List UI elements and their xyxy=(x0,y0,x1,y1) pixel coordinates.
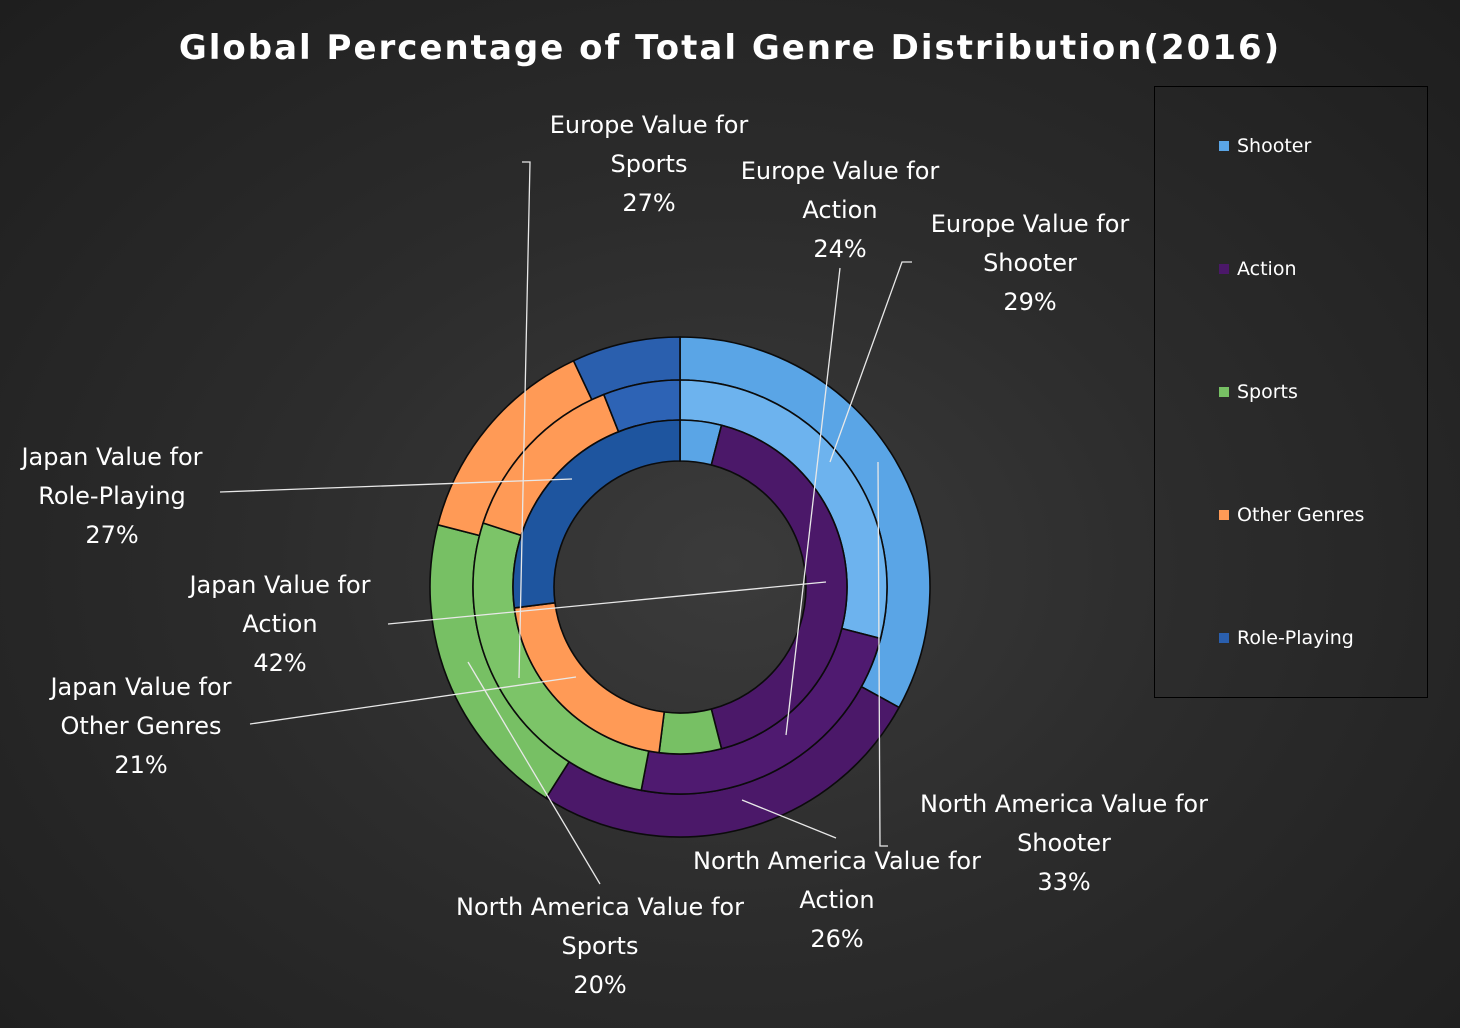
legend-item-shooter: Shooter xyxy=(1219,135,1311,157)
leader-europe-action xyxy=(785,267,841,736)
label-north-america-sports: North America Value for Sports 20% xyxy=(456,893,744,999)
leader-north-america-sports xyxy=(467,661,601,885)
label-japan-other-genres: Japan Value for Other Genres 21% xyxy=(50,673,232,779)
legend-item-action: Action xyxy=(1219,258,1297,280)
label-europe-shooter: Europe Value for Shooter 29% xyxy=(930,210,1130,316)
leader-north-america-action xyxy=(741,799,837,839)
leader-japan-action xyxy=(387,581,827,625)
rings-group xyxy=(429,336,931,838)
legend-label-action: Action xyxy=(1237,258,1297,280)
leader-europe-sports xyxy=(518,161,531,679)
legend-swatch-action xyxy=(1219,264,1229,274)
leader-lines xyxy=(219,161,912,885)
chart-title: Global Percentage of Total Genre Distrib… xyxy=(178,28,1282,68)
legend-label-shooter: Shooter xyxy=(1237,135,1312,157)
legend-swatch-sports xyxy=(1219,387,1229,397)
leader-north-america-shooter xyxy=(877,461,888,847)
legend-label-other-genres: Other Genres xyxy=(1237,504,1365,526)
leader-europe-shooter xyxy=(829,261,912,463)
legend-swatch-shooter xyxy=(1219,141,1229,151)
legend-swatch-role-playing xyxy=(1219,633,1229,643)
legend-label-sports: Sports xyxy=(1237,381,1298,403)
label-japan-role-playing: Japan Value for Role-Playing 27% xyxy=(21,443,203,549)
legend-item-other-genres: Other Genres xyxy=(1219,504,1364,526)
slice-japan-sports xyxy=(658,708,723,755)
leader-japan-role-playing xyxy=(219,478,573,493)
legend-item-role-playing: Role-Playing xyxy=(1219,627,1354,649)
legend-item-sports: Sports xyxy=(1219,381,1298,403)
label-japan-action: Japan Value for Action 42% xyxy=(189,571,371,677)
label-north-america-action: North America Value for Action 26% xyxy=(693,847,981,953)
leader-japan-other-genres xyxy=(249,676,577,725)
chart-legend: Shooter Action Sports Other Genres Role-… xyxy=(1154,86,1428,698)
legend-label-role-playing: Role-Playing xyxy=(1237,627,1354,649)
label-europe-sports: Europe Value for Sports 27% xyxy=(549,111,749,217)
legend-swatch-other-genres xyxy=(1219,510,1229,520)
label-europe-action: Europe Value for Action 24% xyxy=(740,157,940,263)
slice-japan-role-playing xyxy=(512,419,681,609)
label-north-america-shooter: North America Value for Shooter 33% xyxy=(920,790,1208,896)
